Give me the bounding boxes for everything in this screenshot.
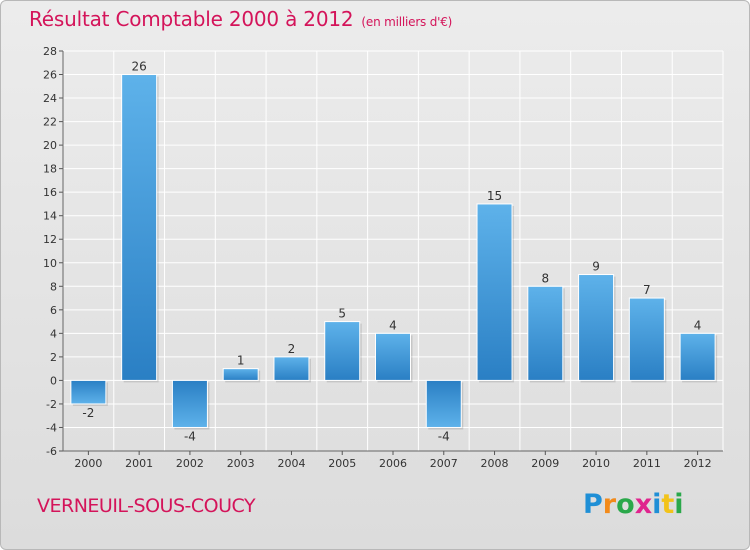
value-label: 4 (389, 318, 397, 332)
logo-letter: x (634, 489, 653, 520)
x-tick-label: 2007 (430, 457, 458, 470)
chart-title: Résultat Comptable 2000 à 2012 (en millie… (29, 7, 452, 31)
bar (70, 379, 107, 405)
y-tick-label: 28 (43, 45, 57, 58)
chart-title-text: Résultat Comptable 2000 à 2012 (29, 7, 354, 31)
logo-letter: r (602, 489, 617, 520)
x-tick-label: 2001 (125, 457, 153, 470)
y-tick-label: 4 (50, 327, 57, 340)
y-tick-label: 20 (43, 139, 57, 152)
bar (324, 321, 361, 381)
x-tick-label: 2011 (633, 457, 661, 470)
y-tick-label: 22 (43, 116, 57, 129)
logo-letter: o (616, 489, 635, 520)
bar (578, 274, 615, 381)
y-tick-label: 8 (50, 280, 57, 293)
y-tick-label: 14 (43, 210, 57, 223)
bar (273, 356, 310, 381)
y-tick-label: -6 (46, 445, 57, 458)
value-label: 1 (237, 354, 245, 368)
logo-letter: P (583, 489, 603, 520)
value-label: 9 (592, 260, 600, 274)
y-tick-label: 2 (50, 351, 57, 364)
bar (628, 297, 665, 381)
bar (527, 285, 564, 381)
bar (679, 332, 716, 381)
logo-letter: t (661, 489, 675, 520)
bar (425, 379, 462, 428)
y-tick-label: 24 (43, 92, 57, 105)
x-tick-label: 2012 (684, 457, 712, 470)
value-label: 26 (132, 60, 147, 74)
value-label: 7 (643, 283, 651, 297)
x-tick-label: 2002 (176, 457, 204, 470)
y-tick-label: 16 (43, 186, 57, 199)
y-tick-label: 6 (50, 304, 57, 317)
value-label: -4 (184, 429, 196, 443)
commune-name: VERNEUIL-SOUS-COUCY (37, 495, 256, 517)
value-label: -4 (438, 429, 450, 443)
value-label: 5 (338, 307, 346, 321)
x-tick-label: 2000 (74, 457, 102, 470)
y-tick-label: -4 (46, 421, 57, 434)
x-tick-label: 2003 (227, 457, 255, 470)
x-tick-label: 2006 (379, 457, 407, 470)
y-tick-label: 10 (43, 257, 57, 270)
units-label: (en milliers d'€) (361, 15, 453, 29)
y-tick-label: -2 (46, 398, 57, 411)
bar (222, 368, 259, 381)
bar (476, 203, 513, 381)
y-tick-label: 12 (43, 233, 57, 246)
y-tick-label: 18 (43, 163, 57, 176)
x-tick-label: 2004 (277, 457, 305, 470)
proxiti-logo[interactable]: Proxiti (583, 489, 684, 520)
logo-letter: i (674, 489, 684, 520)
y-tick-label: 0 (50, 374, 57, 387)
bar (121, 74, 158, 381)
x-tick-label: 2010 (582, 457, 610, 470)
x-tick-label: 2005 (328, 457, 356, 470)
value-label: 15 (487, 189, 502, 203)
value-label: 4 (694, 318, 702, 332)
value-label: -2 (82, 406, 94, 420)
logo-letter: i (652, 489, 662, 520)
x-tick-label: 2008 (481, 457, 509, 470)
bar (171, 379, 208, 428)
y-tick-label: 26 (43, 69, 57, 82)
bar (375, 332, 411, 381)
value-label: 8 (541, 271, 549, 285)
x-tick-label: 2009 (531, 457, 559, 470)
value-label: 2 (288, 342, 296, 356)
